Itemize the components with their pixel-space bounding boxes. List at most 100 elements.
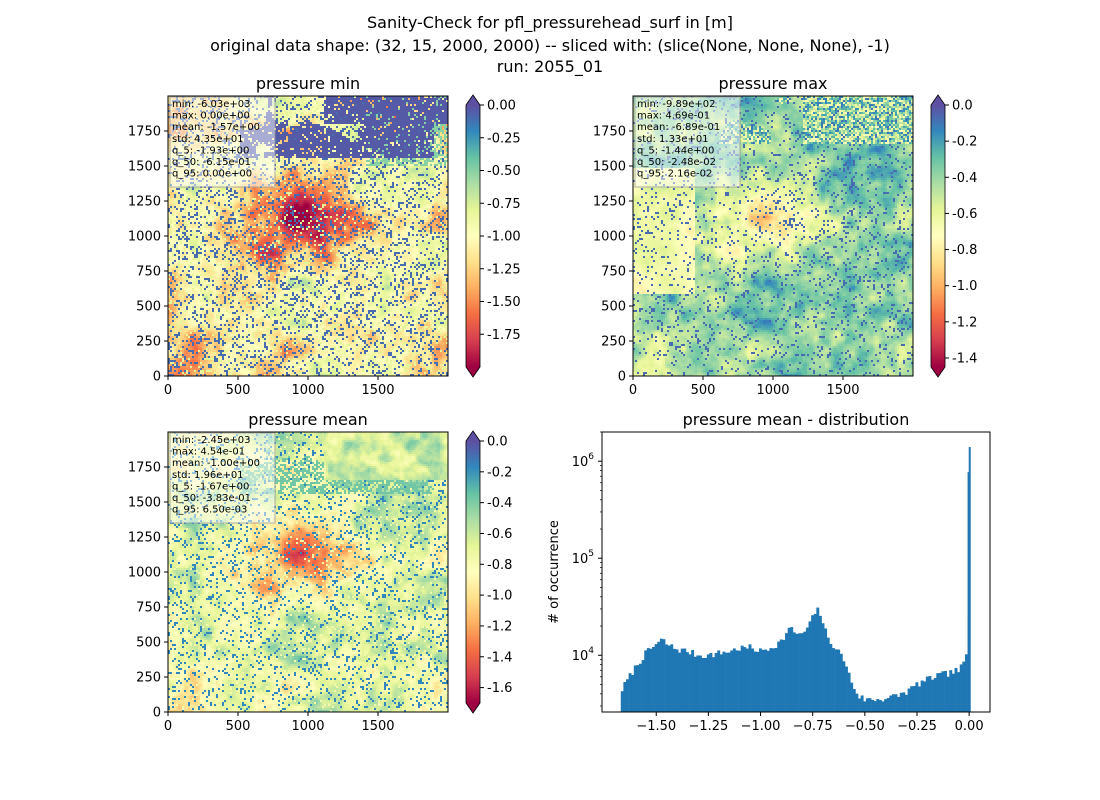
histogram-bar <box>816 607 820 712</box>
pressure-max-ytick-label: 1750 <box>593 125 626 140</box>
pressure-max-colorbar-tick-label: -1.0 <box>952 279 977 294</box>
pressure-min-stat-line: q_95: 0.00e+00 <box>172 169 252 180</box>
histogram-bar <box>878 700 882 712</box>
pressure-min-title: pressure min <box>256 74 360 93</box>
pressure-max-stat-line: min: -9.89e+02 <box>637 99 716 110</box>
pressure-mean-colorbar-tick-label: -1.6 <box>487 681 512 696</box>
histogram-bar <box>831 648 835 712</box>
pressure-max-stat-line: q_95: 2.16e-02 <box>637 169 712 180</box>
histogram-bar <box>659 638 663 712</box>
pressure-min-colorbar <box>466 105 480 367</box>
histogram-bar <box>881 701 885 712</box>
pressure-min-colorbar-tick-label: -1.00 <box>487 230 521 245</box>
distribution-ytick-label: 105 <box>572 549 594 567</box>
pressure-max-ytick-label: 750 <box>601 265 626 280</box>
histogram-bar <box>915 682 919 712</box>
pressure-mean-colorbar-tick-label: -1.2 <box>487 619 512 634</box>
histogram-bar <box>719 654 723 712</box>
histogram-bar <box>683 648 687 712</box>
pressure-max-xtick-label: 1500 <box>826 383 859 398</box>
histogram-bar <box>821 623 825 712</box>
distribution-xtick-label: −0.50 <box>845 719 885 734</box>
histogram-bar <box>790 627 794 712</box>
histogram-bar <box>876 699 880 712</box>
pressure-mean-colorbar-extend-top <box>466 431 480 441</box>
histogram-bar <box>954 668 958 712</box>
pressure-max-colorbar-tick-label: -0.2 <box>952 135 977 150</box>
histogram-bar <box>899 692 903 712</box>
pressure-max-colorbar-tick-label: -0.8 <box>952 243 977 258</box>
histogram-bar <box>863 701 867 712</box>
histogram-bar <box>949 670 953 712</box>
pressure-min-ytick-label: 250 <box>136 335 161 350</box>
pressure-min-ytick-label: 750 <box>136 265 161 280</box>
pressure-max-colorbar-tick-label: 0.0 <box>952 99 973 114</box>
pressure-mean-stat-line: max: 4.54e-01 <box>172 447 245 458</box>
pressure-mean-colorbar-tick-label: -0.6 <box>487 527 512 542</box>
histogram-bar <box>672 648 676 712</box>
histogram-bar <box>633 665 637 712</box>
pressure-max-ytick-label: 1000 <box>593 230 626 245</box>
histogram-bar <box>785 633 788 712</box>
histogram-bar <box>850 682 854 712</box>
histogram-bar <box>779 639 783 712</box>
histogram-bar <box>818 615 822 712</box>
histogram-bar <box>811 615 815 712</box>
pressure-min-xtick-label: 1500 <box>361 383 394 398</box>
histogram-bar <box>688 654 692 712</box>
pressure-max-stat-line: q_50: -2.48e-02 <box>637 157 716 168</box>
histogram-bar <box>727 652 731 712</box>
histogram-bar <box>714 653 718 712</box>
histogram-bar <box>858 698 861 712</box>
histogram-bar <box>748 644 752 712</box>
histogram-bar <box>964 654 968 712</box>
pressure-mean-ytick-label: 1000 <box>128 566 161 581</box>
pressure-min-colorbar-extend-bottom <box>466 367 480 377</box>
distribution-ytick-label: 104 <box>572 646 595 664</box>
histogram-bar <box>795 633 799 712</box>
histogram-bar <box>691 650 695 712</box>
histogram-bar <box>931 679 934 712</box>
histogram-bar <box>732 648 736 712</box>
pressure-min-stat-line: q_50: -6.15e-01 <box>172 157 251 168</box>
histogram-bar <box>745 648 749 712</box>
pressure-mean-colorbar <box>466 441 480 703</box>
pressure-mean-ytick-label: 1750 <box>128 461 161 476</box>
histogram-bar <box>631 675 635 712</box>
histogram-bar <box>925 676 929 712</box>
pressure-mean-stats-box <box>169 432 276 524</box>
histogram-bar <box>891 694 895 712</box>
histogram-bar <box>829 643 833 712</box>
histogram-bar <box>725 652 728 712</box>
pressure-mean-ytick-label: 500 <box>136 636 161 651</box>
histogram-bar <box>756 651 760 712</box>
histogram-bar <box>654 644 658 712</box>
histogram-bar <box>623 681 627 712</box>
pressure-mean-colorbar-tick-label: -0.8 <box>487 558 512 573</box>
histogram-bar <box>873 701 877 712</box>
pressure-max-colorbar <box>931 105 945 367</box>
histogram-bar <box>766 650 770 712</box>
histogram-bar <box>907 688 911 712</box>
histogram-bar <box>923 681 927 712</box>
pressure-min-stat-line: q_5: -1.93e+00 <box>172 145 249 156</box>
histogram-bar <box>852 688 856 712</box>
histogram-bar <box>800 633 804 712</box>
histogram-bar <box>808 621 812 712</box>
pressure-min-ytick-label: 0 <box>153 370 161 385</box>
pressure-max-stat-line: mean: -6.89e-01 <box>637 122 720 133</box>
pressure-min-colorbar-frame <box>465 94 481 378</box>
histogram-bar <box>902 692 906 712</box>
pressure-mean-stat-line: q_5: -1.67e+00 <box>172 481 249 492</box>
pressure-max-xtick-label: 0 <box>629 383 637 398</box>
histogram-bar <box>628 673 632 712</box>
pressure-mean-colorbar-tick-label: -0.4 <box>487 496 512 511</box>
histogram-bar <box>912 686 916 712</box>
histogram-bar <box>774 647 778 712</box>
pressure-mean-colorbar-tick-label: 0.0 <box>487 435 508 450</box>
histogram-bar <box>777 641 781 712</box>
distribution-xtick-label: 0.00 <box>955 719 984 734</box>
pressure-max-colorbar-extend-bottom <box>931 367 945 377</box>
pressure-max-colorbar-tick-label: -0.6 <box>952 207 977 222</box>
